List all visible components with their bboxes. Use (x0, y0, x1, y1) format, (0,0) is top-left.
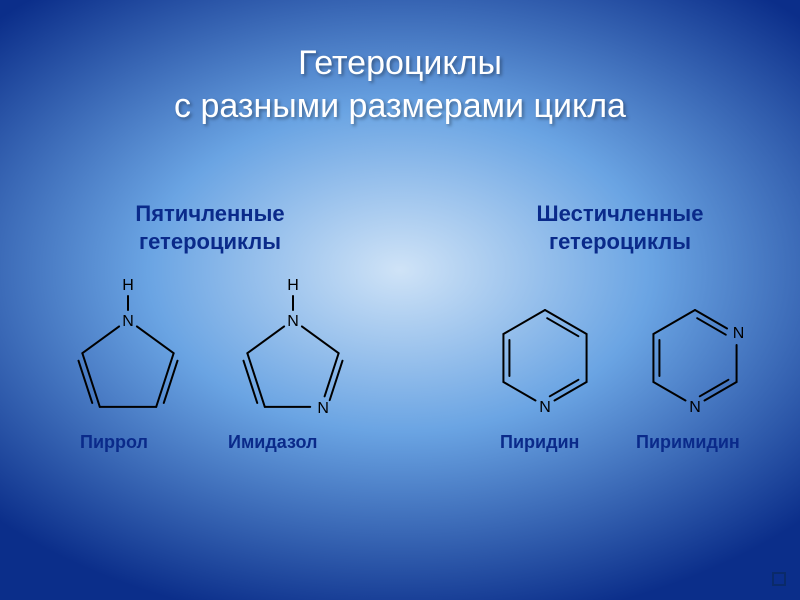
subtitle-right-line-2: гетероциклы (470, 228, 770, 256)
subtitle-five-membered: Пятичленные гетероциклы (60, 200, 360, 255)
imidazole-label: Имидазол (228, 432, 317, 453)
svg-text:N: N (689, 399, 701, 416)
next-slide-marker-icon[interactable] (772, 572, 786, 586)
pyrrole-structure: NH (58, 278, 198, 428)
slide-title: Гетероциклы с разными размерами цикла (0, 42, 800, 127)
imidazole-structure: N H N (218, 278, 368, 428)
title-line-2: с разными размерами цикла (0, 85, 800, 128)
svg-text:H: H (287, 278, 299, 294)
subtitle-left-line-1: Пятичленные (60, 200, 360, 228)
svg-text:N: N (733, 325, 745, 342)
svg-text:N: N (287, 313, 299, 330)
subtitle-right-line-1: Шестичленные (470, 200, 770, 228)
pyridine-structure: N (480, 280, 610, 430)
pyrimidine-label: Пиримидин (636, 432, 740, 453)
title-line-1: Гетероциклы (0, 42, 800, 85)
pyridine-label: Пиридин (500, 432, 579, 453)
subtitle-six-membered: Шестичленные гетероциклы (470, 200, 770, 255)
svg-text:N: N (317, 400, 329, 417)
pyrrole-label: Пиррол (80, 432, 148, 453)
subtitle-left-line-2: гетероциклы (60, 228, 360, 256)
svg-text:N: N (539, 399, 551, 416)
svg-text:H: H (122, 278, 134, 294)
slide: Гетероциклы с разными размерами цикла Пя… (0, 0, 800, 600)
pyrimidine-structure: NN (630, 280, 760, 430)
svg-text:N: N (122, 313, 134, 330)
